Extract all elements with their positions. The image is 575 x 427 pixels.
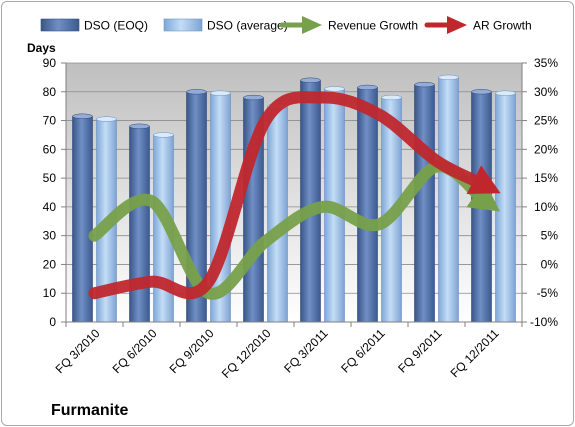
left-tick-label: 60: [43, 142, 57, 156]
legend-label-revenue-growth: Revenue Growth: [328, 19, 418, 33]
x-tick-label: FQ 3/2011: [281, 326, 331, 376]
legend-label-dso-average: DSO (average): [207, 19, 288, 33]
legend: DSO (EOQ) DSO (average) Revenue Growth A…: [40, 16, 532, 34]
bar-cap-dso-eoq: [357, 84, 378, 91]
growth-lines: [88, 91, 501, 300]
right-tick-label: 35%: [534, 56, 558, 70]
bar-dso-eoq: [300, 79, 321, 323]
legend-label-dso-eoq: DSO (EOQ): [84, 19, 148, 33]
right-tick-label: 0%: [541, 257, 559, 271]
legend-swatch-dso-eoq: [40, 18, 80, 32]
left-tick-label: 20: [43, 257, 57, 271]
bar-cap-dso-eoq: [471, 89, 492, 95]
right-tick-label: 5%: [541, 229, 559, 243]
bar-dso-average: [438, 77, 459, 323]
legend-item-dso-average: DSO (average): [163, 18, 288, 33]
right-tick-label: 20%: [534, 142, 558, 156]
right-tick-label: 30%: [534, 85, 558, 99]
left-tick-label: 10: [43, 286, 57, 300]
arrowhead-revenue-growth: [466, 181, 500, 212]
bar-cap-dso-eoq: [414, 81, 435, 88]
left-axis-ticks: 0 10 20 30 40 50 60 70 80 90: [43, 56, 66, 329]
company-label: Furmanite: [51, 402, 128, 419]
x-tick-label: FQ 12/2010: [219, 326, 274, 381]
x-tick-label: FQ 6/2010: [110, 326, 160, 376]
right-tick-label: 15%: [534, 171, 558, 185]
bar-dso-eoq: [357, 87, 378, 323]
legend-swatch-dso-average: [163, 18, 203, 32]
y-axis-title-left: Days: [27, 41, 56, 55]
axes: [65, 63, 523, 327]
bar-cap-dso-average: [96, 116, 117, 122]
bar-cap-dso-eoq: [243, 94, 264, 101]
left-tick-label: 50: [43, 171, 57, 185]
line-revenue-growth: [88, 160, 489, 300]
bar-dso-average: [267, 105, 288, 323]
bar-cap-dso-average: [153, 132, 174, 138]
legend-arrow-ar-growth: [424, 16, 467, 34]
legend-item-ar-growth: AR Growth: [424, 16, 532, 34]
bar-dso-eoq: [129, 126, 150, 323]
right-tick-label: 25%: [534, 114, 558, 128]
bar-dso-average: [495, 92, 516, 323]
bar-cap-dso-average: [438, 74, 459, 81]
bar-cap-dso-eoq: [72, 113, 93, 119]
x-tick-label: FQ 9/2011: [395, 326, 445, 376]
left-tick-label: 90: [43, 56, 57, 70]
left-tick-label: 0: [49, 315, 56, 329]
bar-dso-eoq: [414, 84, 435, 323]
bar-cap-dso-eoq: [186, 89, 207, 95]
left-tick-label: 80: [43, 85, 57, 99]
right-tick-label: 10%: [534, 200, 558, 214]
line-ar-growth: [88, 91, 488, 300]
x-tick-label: FQ 6/2011: [338, 326, 388, 376]
legend-arrow-revenue-growth: [279, 16, 322, 34]
x-axis-ticks: FQ 3/2010 FQ 6/2010 FQ 9/2010 FQ 12/2010 FQ …: [53, 326, 502, 381]
x-tick-label: FQ 12/2011: [448, 326, 502, 380]
left-tick-label: 30: [43, 229, 57, 243]
bar-cap-dso-average: [381, 94, 402, 101]
x-tick-label: FQ 3/2010: [53, 326, 103, 376]
right-tick-label: -10%: [530, 315, 558, 329]
arrowhead-ar-growth: [466, 165, 501, 194]
right-axis-ticks: -10% -5% 0% 5% 10% 15% 20% 25% 30% 35%: [522, 56, 558, 329]
bar-cap-dso-average: [210, 90, 231, 96]
left-tick-label: 40: [43, 200, 57, 214]
left-tick-label: 70: [43, 114, 57, 128]
x-tick-label: FQ 9/2010: [167, 326, 217, 376]
legend-item-dso-eoq: DSO (EOQ): [40, 18, 148, 33]
bar-cap-dso-eoq: [300, 77, 321, 83]
bar-cap-dso-average: [495, 90, 516, 96]
bar-cap-dso-eoq: [129, 123, 150, 129]
legend-label-ar-growth: AR Growth: [473, 19, 532, 33]
right-tick-label: -5%: [537, 286, 559, 300]
legend-item-revenue-growth: Revenue Growth: [279, 16, 418, 34]
bar-cap-dso-average: [324, 86, 345, 92]
